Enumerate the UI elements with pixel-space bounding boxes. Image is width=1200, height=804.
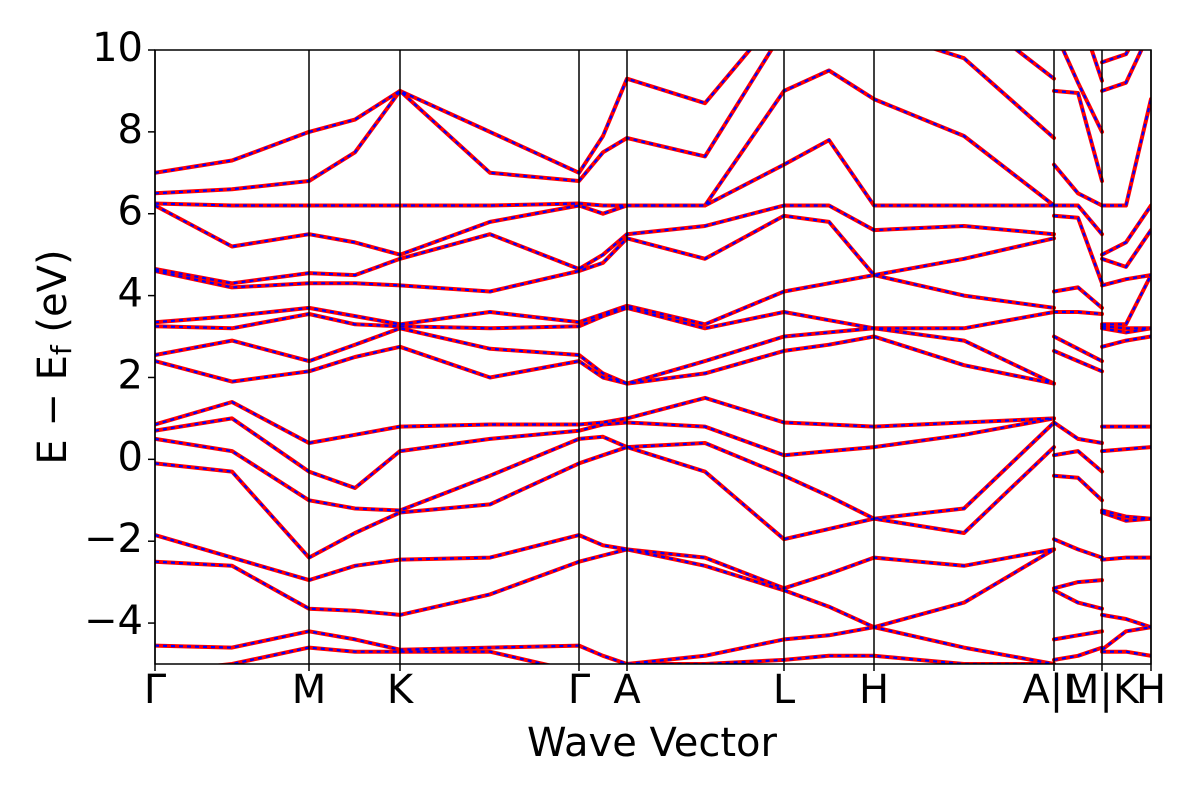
y-label-main: E − E	[30, 355, 76, 465]
y-tick-label: 8	[118, 107, 143, 153]
band-line	[155, 50, 1143, 195]
y-label-unit: (eV)	[30, 249, 76, 345]
band-line	[155, 138, 1151, 257]
band-line	[155, 625, 1151, 664]
x-tick-label: K	[387, 667, 415, 713]
band-line	[155, 534, 1151, 590]
band-line	[155, 306, 1151, 330]
band-line	[155, 626, 1151, 664]
y-axis-label: E − Ef (eV)	[30, 249, 78, 464]
x-tick-label: A	[613, 667, 641, 713]
x-tick-label: A|L	[1022, 667, 1086, 713]
band-line	[221, 646, 1151, 664]
x-tick-label: Γ	[144, 667, 167, 713]
bands	[155, 50, 1151, 664]
x-tick-label: M	[292, 667, 327, 713]
band-line	[155, 326, 1151, 386]
band-line	[155, 327, 1151, 385]
band-line	[155, 50, 1130, 174]
band-line	[155, 446, 1151, 559]
x-tick-label: M|K	[1065, 667, 1141, 713]
band-line	[155, 274, 1151, 326]
band-line	[155, 335, 1151, 385]
y-tick-label: 0	[118, 434, 143, 480]
band-line	[155, 417, 1151, 490]
x-axis-label: Wave Vector	[527, 720, 778, 766]
band-line	[155, 139, 1151, 256]
band-line	[155, 213, 1151, 294]
y-tick-label: 2	[118, 352, 143, 398]
y-tick-label: 4	[118, 271, 143, 317]
band-line	[155, 395, 1151, 445]
y-tick-label: 10	[92, 25, 143, 71]
y-tick-label: −2	[84, 516, 143, 562]
plot-frame	[154, 49, 1152, 665]
y-label-subscript: f	[45, 344, 78, 355]
band-line	[155, 69, 1151, 207]
band-line	[155, 50, 1144, 196]
band-line	[155, 547, 1151, 630]
x-tick-label: H	[1136, 667, 1166, 713]
band-line	[155, 548, 1151, 629]
x-tick-label: Γ	[568, 667, 591, 713]
band-line	[155, 421, 1151, 520]
band-line	[155, 445, 1151, 560]
y-tick-label: −4	[84, 598, 143, 644]
band-line	[155, 204, 1151, 285]
x-tick-label: L	[773, 667, 796, 713]
band-line	[155, 214, 1151, 293]
x-tick-label: H	[859, 667, 889, 713]
y-tick-label: 6	[118, 189, 143, 235]
band-line	[155, 396, 1151, 445]
